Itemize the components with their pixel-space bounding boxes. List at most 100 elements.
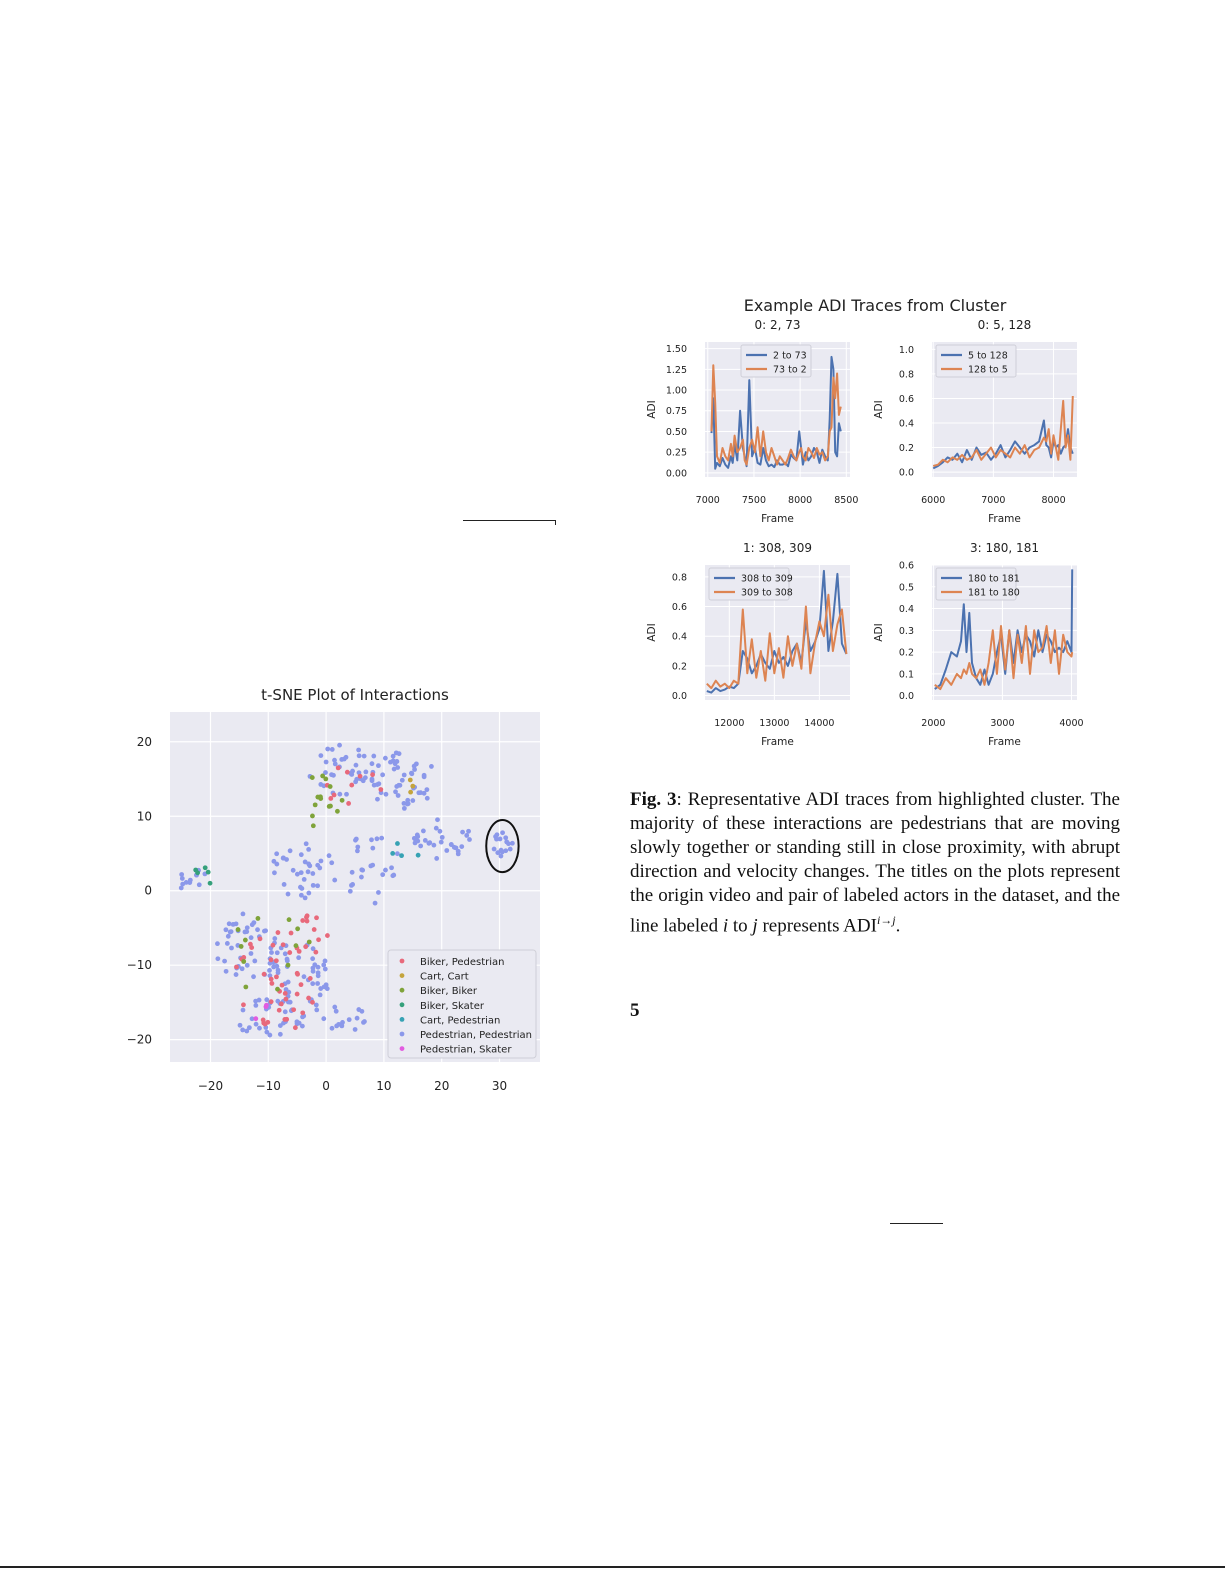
scatter-point xyxy=(310,882,316,888)
scatter-point xyxy=(262,1021,268,1027)
scatter-point xyxy=(306,861,312,867)
scatter-point xyxy=(335,765,341,771)
scatter-point xyxy=(315,883,321,889)
scatter-point xyxy=(321,962,327,968)
scatter-point xyxy=(336,1021,342,1027)
scatter-point xyxy=(215,956,221,962)
scatter-point xyxy=(332,757,337,763)
scatter-point xyxy=(323,982,329,988)
scatter-point xyxy=(380,872,386,878)
scatter-point xyxy=(370,845,376,851)
scatter-point xyxy=(301,974,307,980)
scatter-point xyxy=(455,851,461,857)
scatter-point xyxy=(395,841,400,846)
scatter-point xyxy=(298,892,304,898)
scatter-point xyxy=(268,999,274,1005)
scatter-point xyxy=(233,972,239,977)
scatter-point xyxy=(331,772,336,778)
scatter-point xyxy=(355,844,361,850)
scatter-point xyxy=(249,1016,255,1022)
scatter-point xyxy=(282,1009,288,1015)
scatter-point xyxy=(225,933,231,939)
scatter-point xyxy=(215,941,220,947)
scatter-point xyxy=(275,986,280,992)
scatter-point xyxy=(267,968,272,973)
scatter-point xyxy=(269,950,274,955)
scatter-point xyxy=(268,976,274,982)
scatter-point xyxy=(333,1008,339,1014)
scatter-point xyxy=(298,884,303,890)
scatter-point xyxy=(399,853,404,859)
scatter-point xyxy=(318,858,324,864)
scatter-point xyxy=(418,790,424,796)
scatter-point xyxy=(178,885,184,891)
y-tick-label: 1.00 xyxy=(666,386,687,397)
scatter-point xyxy=(310,999,315,1005)
scatter-point xyxy=(356,753,362,759)
scatter-point xyxy=(329,747,335,752)
scatter-point xyxy=(224,941,230,946)
scatter-point xyxy=(422,837,428,843)
x-tick-label: −10 xyxy=(256,1079,281,1093)
scatter-point xyxy=(323,776,329,782)
scatter-point xyxy=(329,1025,335,1031)
scatter-point xyxy=(393,789,398,795)
scatter-point xyxy=(202,865,208,871)
scatter-point xyxy=(313,949,319,955)
scatter-point xyxy=(294,871,300,877)
scatter-point xyxy=(464,833,470,838)
scatter-point xyxy=(239,966,245,972)
scatter-point xyxy=(332,761,338,767)
scatter-point xyxy=(315,981,321,986)
scatter-point xyxy=(283,996,289,1002)
legend-entry: Biker, Skater xyxy=(420,1001,485,1012)
scatter-point xyxy=(380,772,386,778)
scatter-point xyxy=(317,992,323,998)
scatter-point xyxy=(307,975,313,981)
legend-entry: Pedestrian, Skater xyxy=(420,1045,512,1056)
y-tick-label: 1.0 xyxy=(899,345,914,356)
scatter-point xyxy=(287,848,293,854)
scatter-point xyxy=(359,874,364,880)
scatter-point xyxy=(424,787,430,793)
scatter-point xyxy=(410,798,416,803)
legend-marker xyxy=(399,1002,405,1008)
scatter-point xyxy=(325,746,331,752)
scatter-point xyxy=(357,773,363,779)
scatter-point xyxy=(237,1022,243,1028)
y-tick-label: 0.2 xyxy=(899,648,914,659)
highlighted-cluster-ellipse xyxy=(485,818,520,874)
scatter-point xyxy=(271,858,277,864)
scatter-point xyxy=(252,958,258,964)
scatter-point xyxy=(369,776,375,782)
y-tick-label: 0.2 xyxy=(899,443,914,454)
chart-title: 0: 2, 73 xyxy=(754,318,800,332)
scatter-point xyxy=(268,957,274,963)
scatter-point xyxy=(408,789,414,795)
scatter-point xyxy=(291,1007,297,1013)
scatter-point xyxy=(270,942,276,948)
y-tick-label: 0.0 xyxy=(899,691,914,702)
x-tick-label: 8500 xyxy=(834,495,858,506)
scatter-point xyxy=(310,871,316,876)
scatter-point xyxy=(494,836,499,842)
legend-box xyxy=(387,949,537,1059)
x-tick-label: 3000 xyxy=(990,718,1014,729)
x-tick-label: 2000 xyxy=(921,718,945,729)
scatter-point xyxy=(346,801,352,806)
x-tick-label: 7500 xyxy=(742,495,766,506)
scatter-point xyxy=(335,808,340,814)
x-tick-label: 7000 xyxy=(696,495,720,506)
scatter-point xyxy=(281,882,287,887)
scatter-point xyxy=(298,982,304,988)
scatter-point xyxy=(323,770,328,775)
scatter-point xyxy=(363,769,369,775)
scatter-point xyxy=(278,1001,284,1007)
scatter-point xyxy=(242,937,248,943)
scatter-point xyxy=(434,856,440,861)
scatter-point xyxy=(498,853,504,859)
scatter-point xyxy=(427,840,433,846)
scatter-point xyxy=(222,958,227,964)
x-tick-label: 0 xyxy=(322,1079,330,1093)
scatter-point xyxy=(248,951,254,956)
